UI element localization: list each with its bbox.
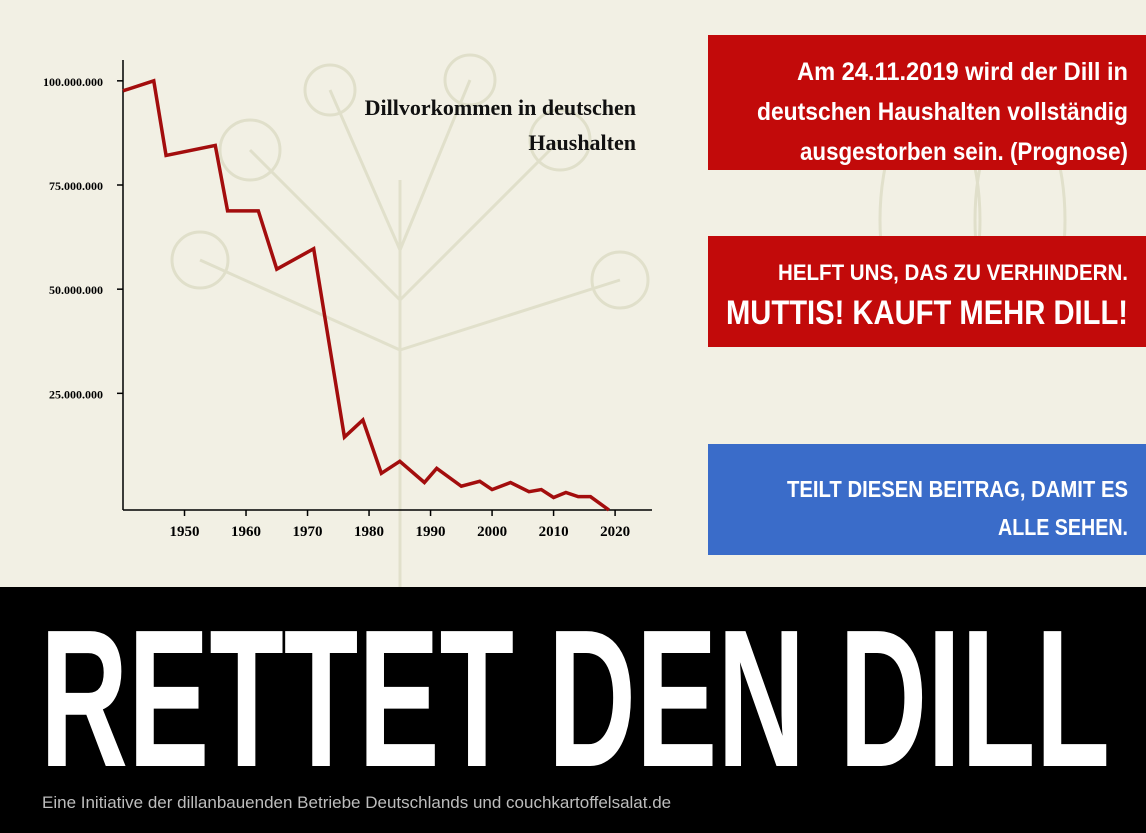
chart-title: Dillvorkommen in deutschen Haushalten [364,95,636,155]
y-tick-label: 25.000.000 [49,387,103,401]
x-tick-label: 2000 [477,524,507,540]
x-tick-label: 1960 [231,524,261,540]
message-text: HELFT UNS, DAS ZU VERHINDERN. [778,260,1128,285]
message-text: Am 24.11.2019 wird der Dill in [797,58,1128,86]
x-tick-label: 1970 [293,524,323,540]
message-text: ausgestorben sein. (Prognose) [800,138,1128,166]
x-tick-label: 2020 [600,524,630,540]
message-text: MUTTIS! KAUFT MEHR DILL! [726,294,1128,332]
banner-title: RETTET DEN DILL [40,589,1110,808]
y-tick-label: 75.000.000 [49,179,103,193]
y-tick-label: 50.000.000 [49,283,103,297]
banner-footer: Eine Initiative der dillanbauenden Betri… [42,793,671,812]
data-line [122,78,610,512]
message-box [708,444,1146,555]
message-text: deutschen Haushalten vollständig [757,98,1128,126]
message-text: TEILT DIESEN BEITRAG, DAMIT ES [787,476,1128,502]
message-box [708,35,1146,170]
x-tick-label: 1950 [170,524,200,540]
y-tick-label: 100.000.000 [43,75,103,89]
x-tick-label: 2010 [539,524,569,540]
banner [0,587,1146,833]
message-text: ALLE SEHEN. [998,514,1128,540]
x-tick-label: 1980 [354,524,384,540]
x-tick-label: 1990 [416,524,446,540]
message-box [708,236,1146,347]
